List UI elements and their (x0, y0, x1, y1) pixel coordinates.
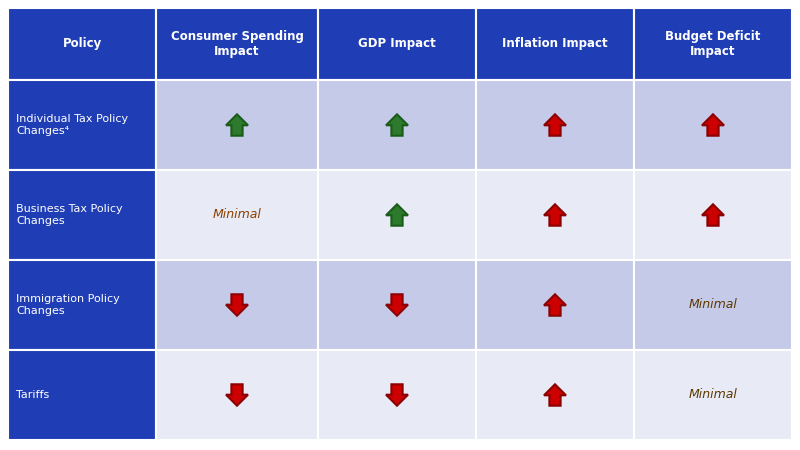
Bar (634, 170, 792, 260)
Polygon shape (226, 294, 248, 316)
Text: Consumer Spending
Impact: Consumer Spending Impact (170, 30, 303, 58)
Bar (476, 8, 634, 80)
Text: Minimal: Minimal (689, 298, 738, 311)
Text: Individual Tax Policy
Changes⁴: Individual Tax Policy Changes⁴ (16, 114, 128, 136)
Text: Tariffs: Tariffs (16, 390, 50, 400)
Bar (318, 350, 476, 440)
Polygon shape (702, 114, 724, 136)
Polygon shape (386, 114, 408, 136)
Bar (634, 350, 792, 440)
Polygon shape (544, 204, 566, 226)
Bar (634, 80, 792, 170)
Bar (8, 170, 156, 260)
Polygon shape (386, 204, 408, 226)
Bar (318, 260, 476, 350)
Polygon shape (702, 204, 724, 226)
Bar (476, 260, 634, 350)
Text: Immigration Policy
Changes: Immigration Policy Changes (16, 294, 120, 316)
Polygon shape (544, 294, 566, 316)
Polygon shape (226, 384, 248, 406)
Bar (318, 8, 476, 80)
Bar (156, 260, 318, 350)
Bar (318, 170, 476, 260)
Bar (8, 80, 156, 170)
Bar (318, 80, 476, 170)
Bar (8, 260, 156, 350)
Bar (476, 350, 634, 440)
Polygon shape (226, 114, 248, 136)
Bar (8, 8, 156, 80)
Polygon shape (544, 384, 566, 406)
Text: GDP Impact: GDP Impact (358, 37, 436, 50)
Bar (156, 80, 318, 170)
Bar (156, 8, 318, 80)
Text: Policy: Policy (62, 37, 102, 50)
Bar (634, 260, 792, 350)
Polygon shape (386, 294, 408, 316)
Text: Budget Deficit
Impact: Budget Deficit Impact (666, 30, 761, 58)
Bar (476, 170, 634, 260)
Text: Minimal: Minimal (213, 208, 262, 221)
Bar (476, 80, 634, 170)
Polygon shape (386, 384, 408, 406)
Text: Minimal: Minimal (689, 388, 738, 401)
Bar (156, 350, 318, 440)
Bar (8, 350, 156, 440)
Text: Business Tax Policy
Changes: Business Tax Policy Changes (16, 204, 122, 226)
Text: Inflation Impact: Inflation Impact (502, 37, 608, 50)
Bar (156, 170, 318, 260)
Bar (634, 8, 792, 80)
Polygon shape (544, 114, 566, 136)
